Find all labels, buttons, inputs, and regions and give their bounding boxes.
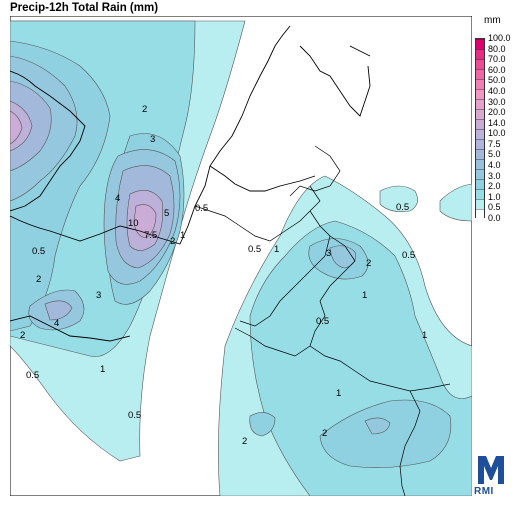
colorbar-cell [476,79,484,89]
contour-label: 4 [54,318,59,329]
contour-label: 5 [164,208,169,219]
colorbar-label: 80.0 [488,43,506,54]
colorbar-cell [476,189,484,199]
precipitation-map: 2 3 4 5 10 7.5 2 1 0.5 0.5 2 3 4 2 0.5 1… [10,16,472,496]
contour-label: 0.5 [248,244,261,255]
colorbar-label: 100.0 [488,33,511,43]
colorbar-label: 14.0 [488,117,506,128]
contour-label: 7.5 [144,230,157,241]
contour-label: 0.5 [26,370,39,381]
colorbar-cell [476,179,484,189]
contour-label: 3 [96,290,101,301]
colorbar-cell [476,89,484,99]
map-title: Precip-12h Total Rain (mm) [10,2,159,14]
colorbar-cell [476,159,484,169]
colorbar-cell [476,119,484,129]
colorbar-label: 30.0 [488,96,506,107]
colorbar-cell [476,149,484,159]
contour-label: 1 [274,244,279,255]
rmi-logo-text: RMI [474,486,494,497]
colorbar-label: 50.0 [488,75,506,86]
contour-label: 3 [150,134,155,145]
contour-label: 2 [322,428,327,439]
colorbar-cell [476,139,484,149]
colorbar-label: 0.0 [488,213,501,223]
colorbar-label: 10.0 [488,128,506,139]
colorbar-cell [476,39,484,49]
colorbar-cell [476,209,484,219]
colorbar-unit: mm [484,15,501,26]
colorbar-label: 5.0 [488,149,501,160]
contour-labels: 2 3 4 5 10 7.5 2 1 0.5 0.5 2 3 4 2 0.5 1… [20,104,427,447]
colorbar-label: 20.0 [488,107,506,118]
contour-label: 0.5 [316,316,329,327]
coastlines [10,25,371,342]
contour-label: 3 [326,248,331,259]
contour-label: 1 [336,388,341,399]
contour-label: 0.5 [128,410,141,421]
colorbar-label: 2.0 [488,181,501,192]
contour-label: 0.5 [195,203,208,214]
colorbar-label: 60.0 [488,64,506,75]
contour-label: 2 [36,274,41,285]
borders [194,145,451,496]
colorbar-cell [476,199,484,209]
contour-label: 1 [100,364,105,375]
colorbar-cell [476,49,484,59]
contour-label: 0.5 [402,250,415,261]
contour-label: 1 [422,330,427,341]
colorbar [475,38,485,219]
colorbar-label: 0.5 [488,202,501,213]
colorbar-label: 40.0 [488,85,506,96]
contour-label: 10 [128,218,139,229]
contour-label: 2 [20,330,25,341]
colorbar-cell [476,99,484,109]
rain-field-10 [10,110,157,239]
colorbar-cell [476,129,484,139]
colorbar-cell [476,169,484,179]
contour-label: 1 [180,230,185,241]
rmi-logo [478,456,504,484]
contour-label: 0.5 [32,246,45,257]
colorbar-label: 70.0 [488,54,506,65]
contour-label: 2 [142,104,147,115]
colorbar-label: 7.5 [488,138,501,149]
colorbar-cell [476,109,484,119]
colorbar-label: 4.0 [488,160,501,171]
contour-label: 0.5 [396,202,409,213]
contour-label: 2 [366,258,371,269]
contour-label: 4 [115,193,120,204]
colorbar-label: 3.0 [488,170,501,181]
colorbar-label: 1.0 [488,191,501,202]
contour-label: 1 [362,290,367,301]
contour-label: 2 [170,236,175,247]
contour-label: 2 [242,436,247,447]
colorbar-cell [476,59,484,69]
colorbar-cell [476,69,484,79]
